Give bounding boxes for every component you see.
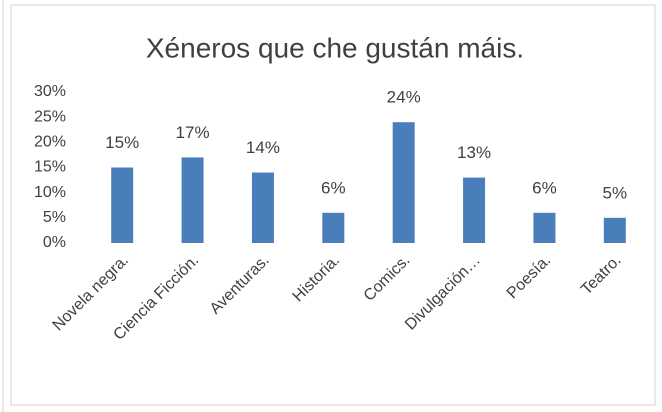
y-tick-label: 25%: [34, 108, 66, 125]
bar: [392, 122, 415, 243]
y-tick-label: 15%: [34, 159, 66, 176]
data-label: 17%: [176, 123, 210, 142]
chart-title: Xéneros que che gustán máis.: [146, 32, 524, 63]
bar: [603, 217, 626, 243]
chart-frame: [10, 4, 656, 406]
data-label: 14%: [246, 138, 280, 157]
y-tick-label: 30%: [34, 83, 66, 100]
bar: [181, 157, 204, 243]
bar: [111, 167, 134, 243]
y-tick-label: 10%: [34, 184, 66, 201]
y-tick-label: 5%: [43, 209, 66, 226]
bar: [533, 212, 556, 243]
data-label: 6%: [532, 178, 557, 197]
y-tick-label: 0%: [43, 234, 66, 251]
y-tick-label: 20%: [34, 134, 66, 151]
data-label: 5%: [603, 183, 628, 202]
data-label: 24%: [387, 88, 421, 107]
bar: [463, 177, 486, 243]
bar: [251, 172, 274, 243]
data-label: 13%: [457, 143, 491, 162]
bar: [322, 212, 345, 243]
data-label: 6%: [321, 178, 346, 197]
data-label: 15%: [105, 133, 139, 152]
